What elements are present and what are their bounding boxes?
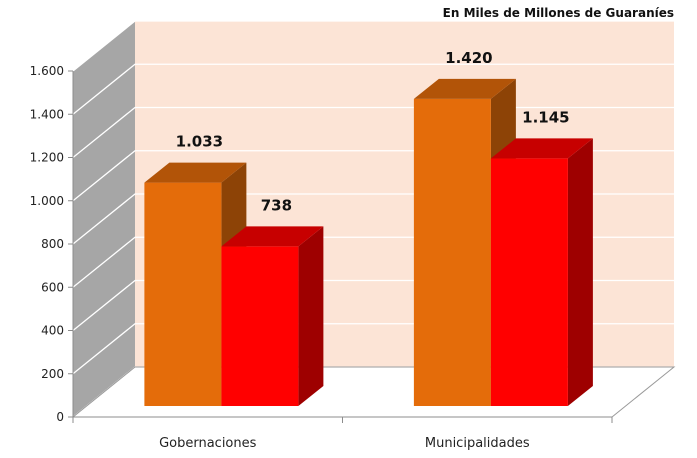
bar-front (144, 182, 222, 406)
bar (221, 226, 324, 406)
y-tick-label: 1.400 (30, 107, 64, 121)
bar-side (567, 138, 593, 407)
y-tick-label: 800 (41, 237, 64, 251)
data-labels: 1.033 738 1.420 1.145 (176, 49, 570, 214)
y-axis-ticks: 0 200 400 600 800 1.000 1.200 1.400 1.600 (30, 64, 73, 424)
bar-top (144, 162, 247, 183)
y-tick-label: 1.200 (30, 151, 64, 165)
bar-front (221, 246, 299, 406)
bar-front (413, 98, 491, 407)
gridline (72, 63, 674, 115)
bar-side (298, 226, 324, 406)
data-label: 1.420 (445, 49, 492, 67)
bars (144, 78, 593, 407)
gridline (72, 20, 674, 72)
bar-top (413, 78, 516, 99)
y-tick-label: 400 (41, 324, 64, 338)
data-label: 1.033 (176, 133, 223, 151)
data-label: 738 (261, 196, 292, 214)
y-tick-label: 200 (41, 367, 64, 381)
bar-front (490, 158, 568, 406)
bar-top (221, 226, 324, 247)
y-tick-label: 600 (41, 280, 64, 294)
y-tick-label: 0 (56, 410, 64, 424)
category-label: Gobernaciones (159, 436, 257, 451)
unit-note: En Miles de Millones de Guaraníes (443, 6, 674, 20)
category-label: Municipalidades (425, 436, 530, 451)
bar-top (490, 138, 593, 159)
y-tick-label: 1.000 (30, 194, 64, 208)
y-tick-label: 1.600 (30, 64, 64, 78)
bar (490, 138, 593, 407)
x-axis-ticks: Gobernaciones Municipalidades (72, 417, 613, 451)
data-label: 1.145 (522, 108, 569, 126)
